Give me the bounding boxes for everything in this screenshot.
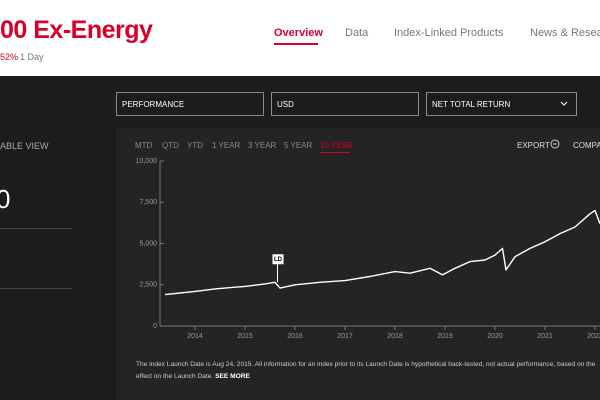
- price-line: [164, 209, 600, 296]
- range-tab[interactable]: MTD: [135, 141, 153, 150]
- dropdown[interactable]: NET TOTAL RETURN: [426, 92, 577, 116]
- nav-underline: [274, 43, 318, 45]
- annotation-box: [272, 254, 284, 265]
- chart-panel: [116, 128, 600, 400]
- chevron: [560, 101, 568, 106]
- footnote: The index Launch Date is Aug 24, 2015. A…: [136, 361, 596, 368]
- view-toggle[interactable]: ABLE VIEW: [0, 141, 49, 151]
- nav-tab[interactable]: Index-Linked Products: [394, 27, 504, 39]
- footnote-line: effect on the Launch Date.: [136, 373, 214, 380]
- export-button[interactable]: EXPORT: [517, 141, 550, 150]
- dropdown[interactable]: USD: [271, 92, 419, 116]
- annotation-label: LD: [274, 257, 283, 263]
- range-tab[interactable]: 10 YEAR: [320, 141, 353, 150]
- period: 1 Day: [20, 52, 44, 62]
- x-tick-label: 2020: [487, 333, 503, 340]
- nav-tab[interactable]: Data: [345, 27, 369, 39]
- divider: [0, 228, 72, 229]
- range-tab[interactable]: 1 YEAR: [212, 141, 241, 150]
- y-tick-label: 5,000: [139, 240, 157, 247]
- x-tick-label: 2021: [537, 333, 553, 340]
- y-tick-label: 2,500: [139, 282, 157, 289]
- see-more[interactable]: SEE MORE: [215, 373, 250, 380]
- x-tick-label: 2016: [287, 333, 303, 340]
- range-tab[interactable]: QTD: [162, 141, 179, 150]
- index-title: 00 Ex-Energy: [0, 16, 153, 44]
- range-tab[interactable]: 3 YEAR: [248, 141, 277, 150]
- x-tick-label: 2014: [187, 333, 203, 340]
- compare-button[interactable]: COMPA: [573, 141, 600, 150]
- divider: [0, 288, 72, 289]
- y-tick-label: 7,500: [139, 199, 157, 206]
- dropdown[interactable]: PERFORMANCE: [116, 92, 264, 116]
- change: 52%: [0, 52, 19, 62]
- nav-tab[interactable]: News & Resear: [530, 27, 600, 39]
- range-tab[interactable]: 5 YEAR: [284, 141, 313, 150]
- x-tick-label: 2015: [237, 333, 253, 340]
- header: [0, 0, 600, 76]
- tab-underline: [320, 152, 350, 153]
- x-tick-label: 2022: [587, 333, 600, 340]
- x-tick-label: 2017: [337, 333, 353, 340]
- nav-tab[interactable]: Overview: [274, 27, 323, 39]
- side-value: 0: [0, 184, 11, 214]
- range-tab[interactable]: YTD: [187, 141, 203, 150]
- y-tick-label: 10,000: [136, 158, 158, 165]
- footnote: effect on the Launch Date. SEE MORE: [136, 373, 250, 380]
- x-tick-label: 2018: [387, 333, 403, 340]
- export-icon: [550, 139, 560, 149]
- x-tick-label: 2019: [437, 333, 453, 340]
- y-tick-label: 0: [153, 323, 157, 330]
